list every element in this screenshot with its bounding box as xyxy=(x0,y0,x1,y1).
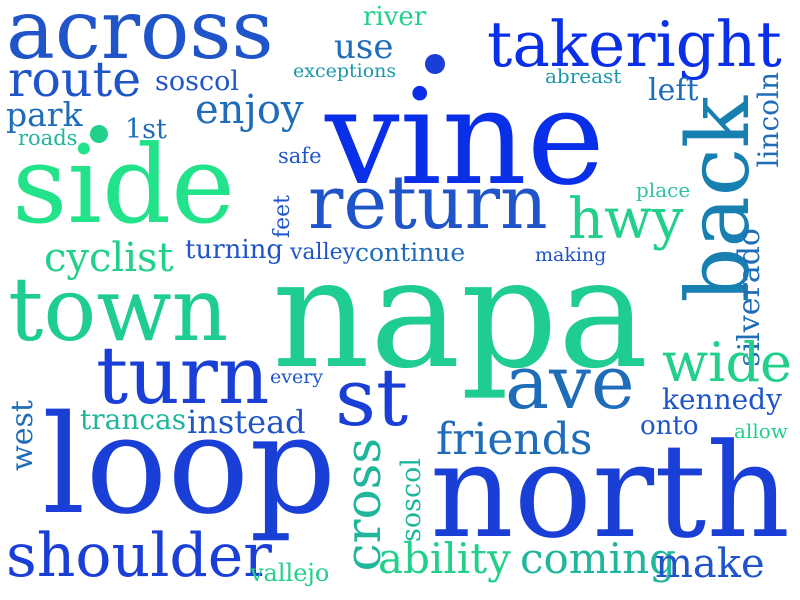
word-1st: 1st xyxy=(125,114,167,145)
word-cyclist: cyclist xyxy=(44,235,174,281)
word-route: route xyxy=(8,51,142,108)
word-takeright: takeright xyxy=(487,8,782,81)
word-return: return xyxy=(308,160,548,246)
word-st: st xyxy=(335,351,409,444)
word-onto: onto xyxy=(640,411,699,441)
word-ability: ability xyxy=(378,534,511,583)
word-town: town xyxy=(8,258,229,361)
word-roads: roads xyxy=(18,126,78,150)
word-ave: ave xyxy=(505,340,635,426)
word-turn: turn xyxy=(96,329,270,422)
word-vine: vine xyxy=(325,61,605,215)
word-hwy: hwy xyxy=(568,187,684,252)
word-side: side xyxy=(12,123,236,248)
word-enjoy: enjoy xyxy=(195,87,304,133)
word-trancas: trancas xyxy=(80,403,187,436)
word-napa: napa xyxy=(272,225,649,402)
word-soscol-top: soscol xyxy=(155,66,239,97)
word-across: across xyxy=(6,0,274,78)
word-wide: wide xyxy=(662,331,793,394)
word-west: west xyxy=(5,400,40,471)
word-abreast: abreast xyxy=(545,64,622,88)
word-north: north xyxy=(430,415,791,567)
word-soscol-vertical: soscol xyxy=(396,458,427,542)
word-continue: continue xyxy=(355,238,466,267)
word-kennedy: kennedy xyxy=(662,383,782,416)
word-river: river xyxy=(363,2,427,32)
word-friends: friends xyxy=(436,414,593,465)
word-use: use xyxy=(334,27,394,67)
dot-after-exceptions xyxy=(425,54,445,74)
word-park: park xyxy=(6,95,83,134)
word-make: make xyxy=(655,541,765,587)
word-allow: allow xyxy=(734,419,788,443)
word-valley: valley xyxy=(290,240,356,265)
word-making: making xyxy=(535,244,607,266)
word-exceptions: exceptions xyxy=(293,60,397,82)
word-vallejo: vallejo xyxy=(250,559,330,587)
word-instead: instead xyxy=(187,403,306,441)
word-safe: safe xyxy=(278,144,322,168)
word-place: place xyxy=(636,178,691,202)
word-turning: turning xyxy=(185,235,284,265)
word-coming: coming xyxy=(520,534,677,583)
word-loop: loop xyxy=(42,387,337,545)
word-every: every xyxy=(270,366,324,388)
dot-after-roads xyxy=(90,125,108,143)
word-left: left xyxy=(648,73,699,108)
word-shoulder: shoulder xyxy=(6,521,272,591)
